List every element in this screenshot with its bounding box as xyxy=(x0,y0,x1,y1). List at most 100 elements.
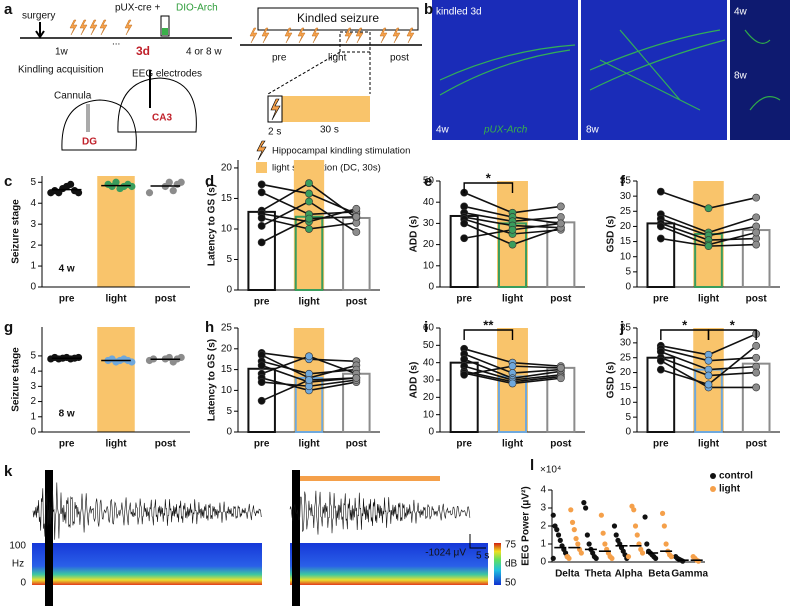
point xyxy=(631,507,637,513)
image xyxy=(432,0,578,140)
subject-point xyxy=(257,396,266,405)
label: 5 s xyxy=(476,551,489,562)
subject-point xyxy=(305,197,313,206)
x-tick-label: post xyxy=(155,294,177,305)
label: light stimulation (DC, 30s) xyxy=(272,163,381,174)
y-axis-label: Seizure stage xyxy=(11,347,22,412)
x-tick-label: light xyxy=(298,439,320,450)
point xyxy=(611,523,618,529)
point xyxy=(663,541,669,547)
bolt xyxy=(79,19,88,36)
zoom-lines xyxy=(267,51,371,95)
panel-label: k xyxy=(4,463,13,480)
y-tick-label: 5 xyxy=(30,351,36,362)
y-tick-label: 2 xyxy=(30,396,36,407)
point xyxy=(634,532,640,538)
bolt xyxy=(284,27,293,44)
y-tick-label: 60 xyxy=(423,323,435,334)
y-tick-label: 10 xyxy=(221,224,233,235)
significance-bracket xyxy=(463,329,514,340)
y-tick-label: 3 xyxy=(30,381,36,392)
point xyxy=(586,541,592,547)
y-axis-label: Latency to GS (s) xyxy=(207,184,218,266)
subject-point xyxy=(656,365,665,374)
label: DG xyxy=(82,137,97,148)
point xyxy=(557,537,563,544)
x-tick-label: Gamma xyxy=(671,569,708,580)
x-tick-label: pre xyxy=(653,439,669,450)
bolt xyxy=(270,98,281,121)
bolt xyxy=(406,27,415,44)
panel-label: l xyxy=(530,457,534,474)
y-tick-label: 0 xyxy=(625,427,631,438)
x-tick-label: pre xyxy=(254,439,270,450)
label: 0 xyxy=(20,578,26,589)
point xyxy=(661,523,667,529)
label: 75 xyxy=(505,540,517,551)
point xyxy=(573,536,579,542)
point xyxy=(578,550,584,556)
subject-point xyxy=(352,204,361,213)
micrographs: kindled 3d 4w 8w pUX-Arch 4w 8w xyxy=(432,0,790,140)
point xyxy=(74,189,83,197)
y-tick-label: 25 xyxy=(620,352,632,363)
y-axis-label: ADD (s) xyxy=(409,362,420,399)
y-tick-label: 0 xyxy=(428,427,434,438)
y-tick-label: 5 xyxy=(625,412,631,423)
legend-marker xyxy=(710,473,716,479)
point xyxy=(600,530,606,536)
point xyxy=(680,558,686,564)
y-tick-label: 10 xyxy=(423,409,435,420)
y-tick-label: 4 xyxy=(30,366,36,377)
y-tick-label: 3 xyxy=(540,503,546,514)
subject-point xyxy=(257,188,266,197)
light-bar xyxy=(300,476,440,481)
x-tick-label: pre xyxy=(653,294,669,305)
subject-point xyxy=(752,383,761,392)
light-period xyxy=(268,96,370,122)
point xyxy=(598,512,604,518)
legend-swatch xyxy=(256,162,267,173)
bolt xyxy=(344,27,353,44)
x-tick-label: light xyxy=(502,439,524,450)
significance-bracket xyxy=(707,329,757,340)
y-tick-label: 30 xyxy=(423,218,435,229)
x-tick-label: post xyxy=(346,439,368,450)
point xyxy=(644,541,650,547)
label: Hz xyxy=(12,559,24,570)
label: dB xyxy=(505,559,518,570)
subject-point xyxy=(752,353,761,362)
x-tick-label: post xyxy=(155,439,177,450)
y-tick-label: 0 xyxy=(30,282,36,293)
x-tick-label: light xyxy=(298,297,320,308)
y-tick-label: 15 xyxy=(620,236,632,247)
point xyxy=(555,532,562,538)
cells xyxy=(439,29,781,111)
bolt xyxy=(69,19,78,36)
x-tick-label: light xyxy=(105,439,127,450)
x-tick-label: post xyxy=(550,294,572,305)
image xyxy=(730,0,790,140)
point xyxy=(128,182,136,191)
point xyxy=(642,514,648,520)
label: pUX-cre + xyxy=(115,3,160,14)
bolt xyxy=(311,27,320,44)
subject-point xyxy=(257,214,266,222)
light-band xyxy=(693,328,724,432)
y-tick-label: 10 xyxy=(221,385,233,396)
subject-point xyxy=(704,204,713,213)
y-tick-label: 0 xyxy=(30,427,36,438)
label: 1w xyxy=(55,47,69,58)
point xyxy=(625,554,632,560)
point xyxy=(593,555,599,562)
y-axis-label: EEG Power (μV²) xyxy=(521,486,532,565)
subject-point xyxy=(508,225,517,234)
subject-point xyxy=(656,356,665,365)
point xyxy=(145,189,154,197)
point xyxy=(177,178,185,186)
x-tick-label: post xyxy=(746,439,768,450)
x-tick-label: pre xyxy=(59,294,75,305)
bolt xyxy=(297,27,306,44)
x-tick-label: pre xyxy=(254,297,270,308)
x-tick-label: Theta xyxy=(585,569,612,580)
